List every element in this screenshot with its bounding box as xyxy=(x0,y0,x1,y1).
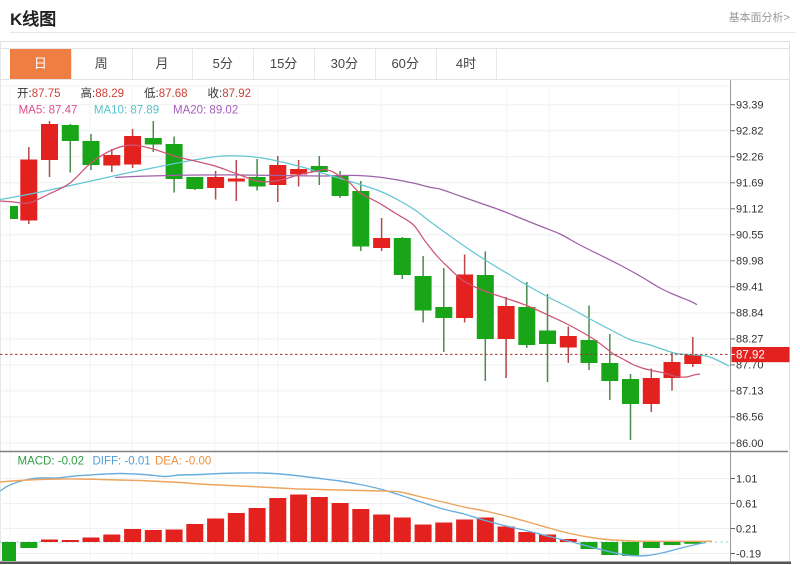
svg-text:91.12: 91.12 xyxy=(736,204,764,216)
svg-text:92.82: 92.82 xyxy=(736,126,764,138)
svg-text:-0.19: -0.19 xyxy=(736,548,761,560)
svg-text:92.26: 92.26 xyxy=(736,152,764,164)
svg-text:MA5: 87.47: MA5: 87.47 xyxy=(19,105,78,117)
svg-text:90.55: 90.55 xyxy=(736,230,764,242)
svg-text:89.41: 89.41 xyxy=(736,282,764,294)
svg-text:87.70: 87.70 xyxy=(736,360,764,372)
svg-text:低:87.68: 低:87.68 xyxy=(144,87,187,100)
svg-text:开:87.75: 开:87.75 xyxy=(17,88,60,100)
svg-text:89.98: 89.98 xyxy=(736,256,764,268)
svg-text:86.56: 86.56 xyxy=(736,412,764,424)
svg-text:收:87.92: 收:87.92 xyxy=(208,86,251,100)
svg-text:MACD: -0.02: MACD: -0.02 xyxy=(18,456,84,468)
svg-text:DEA: -0.00: DEA: -0.00 xyxy=(155,456,211,468)
svg-text:87.13: 87.13 xyxy=(736,386,764,398)
svg-text:0.21: 0.21 xyxy=(736,523,757,535)
svg-text:DIFF: -0.01: DIFF: -0.01 xyxy=(93,456,151,468)
svg-text:高:88.29: 高:88.29 xyxy=(81,86,124,100)
svg-text:87.92: 87.92 xyxy=(736,350,765,362)
svg-text:88.84: 88.84 xyxy=(736,308,764,320)
svg-text:86.00: 86.00 xyxy=(736,438,764,450)
svg-text:91.69: 91.69 xyxy=(736,178,764,190)
svg-text:93.39: 93.39 xyxy=(736,100,764,112)
svg-text:88.27: 88.27 xyxy=(736,334,764,346)
svg-text:1.01: 1.01 xyxy=(736,473,757,485)
svg-text:MA20: 89.02: MA20: 89.02 xyxy=(173,105,238,117)
svg-text:0.61: 0.61 xyxy=(736,498,757,510)
svg-text:MA10: 87.89: MA10: 87.89 xyxy=(94,105,159,117)
